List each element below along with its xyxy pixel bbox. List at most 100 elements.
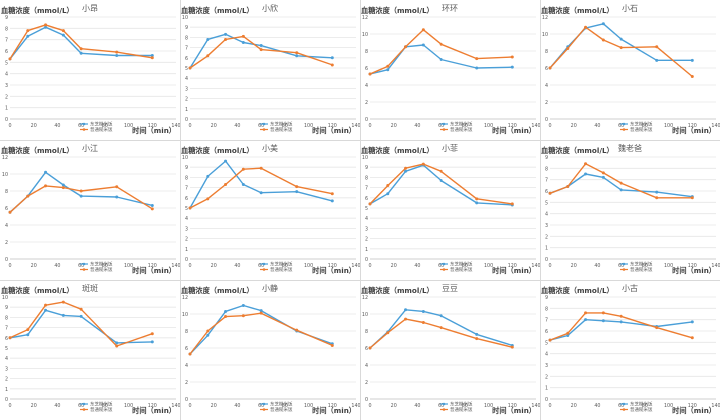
y-tick-label: 5 xyxy=(5,60,8,66)
data-point xyxy=(115,341,119,345)
data-point xyxy=(510,202,514,206)
y-tick-label: 8 xyxy=(365,49,368,55)
y-tick-label: 9 xyxy=(545,295,548,301)
legend-marker xyxy=(442,402,446,406)
data-point xyxy=(404,45,408,49)
y-tick-label: 6 xyxy=(365,196,368,202)
x-axis-label: 时间（min） xyxy=(672,126,716,135)
data-point xyxy=(330,192,334,196)
legend-label: 东芝糙米饭 xyxy=(270,261,293,268)
legend-label: 东芝糙米饭 xyxy=(630,401,653,408)
data-point xyxy=(601,175,605,179)
x-tick-label: 40 xyxy=(594,403,600,409)
data-point xyxy=(115,195,119,199)
data-point xyxy=(44,184,48,188)
legend-marker xyxy=(442,262,446,266)
data-point xyxy=(61,186,65,190)
y-axis-label: 血糖浓度（mmol/L） xyxy=(181,6,254,15)
y-tick-label: 7 xyxy=(185,46,188,52)
y-axis-label: 血糖浓度（mmol/L） xyxy=(541,146,614,155)
data-point xyxy=(61,300,65,304)
x-tick-label: 20 xyxy=(391,263,397,269)
legend-label: 东芝糙米饭 xyxy=(630,121,653,128)
chart-title: 环环 xyxy=(442,4,458,13)
data-point xyxy=(619,181,623,185)
y-tick-label: 6 xyxy=(545,329,548,335)
data-point xyxy=(241,183,245,187)
data-point xyxy=(421,162,425,166)
y-tick-label: 2 xyxy=(545,234,548,240)
data-point xyxy=(259,166,263,170)
legend-label: 东芝糙米饭 xyxy=(270,401,293,408)
data-point xyxy=(655,326,659,330)
y-tick-label: 8 xyxy=(5,315,8,321)
x-tick-label: 100 xyxy=(664,123,673,129)
legend-label: 普通糙米饭 xyxy=(630,406,653,413)
data-point xyxy=(475,66,479,70)
x-tick-label: 80 xyxy=(102,263,108,269)
x-tick-label: 60 xyxy=(438,403,444,409)
data-point xyxy=(330,56,334,60)
y-tick-label: 10 xyxy=(182,155,188,161)
y-tick-label: 3 xyxy=(185,226,188,232)
data-point xyxy=(475,337,479,341)
x-tick-label: 140 xyxy=(351,263,360,269)
legend-marker xyxy=(442,122,446,126)
chart-title: 小昂 xyxy=(82,4,98,13)
y-tick-label: 12 xyxy=(2,155,8,161)
y-tick-label: 10 xyxy=(542,32,548,38)
x-tick-label: 80 xyxy=(102,403,108,409)
y-tick-label: 9 xyxy=(185,25,188,31)
data-point xyxy=(601,22,605,26)
x-tick-label: 0 xyxy=(368,263,371,269)
series-line-1 xyxy=(549,23,693,69)
data-point xyxy=(295,328,299,332)
data-point xyxy=(224,32,228,36)
legend-marker xyxy=(622,122,626,126)
data-point xyxy=(404,308,408,312)
y-tick-label: 0 xyxy=(365,257,368,263)
data-point xyxy=(8,336,12,340)
x-tick-label: 60 xyxy=(78,263,84,269)
x-tick-label: 20 xyxy=(211,403,217,409)
legend-marker xyxy=(622,262,626,266)
y-tick-label: 6 xyxy=(5,49,8,55)
data-point xyxy=(475,332,479,336)
y-tick-label: 2 xyxy=(545,100,548,106)
chart-title: 小美 xyxy=(262,143,278,153)
data-point xyxy=(330,199,334,203)
x-tick-label: 120 xyxy=(688,123,697,129)
data-point xyxy=(421,28,425,32)
y-tick-label: 2 xyxy=(185,237,188,243)
x-tick-label: 140 xyxy=(171,123,180,129)
data-point xyxy=(241,304,245,307)
x-tick-label: 100 xyxy=(124,263,133,269)
y-tick-label: 4 xyxy=(365,363,368,369)
x-tick-label: 40 xyxy=(54,123,60,129)
y-tick-label: 12 xyxy=(362,295,368,301)
data-point xyxy=(548,66,552,70)
x-axis-label: 时间（min） xyxy=(132,406,176,415)
data-point xyxy=(439,169,443,173)
x-tick-label: 40 xyxy=(414,263,420,269)
data-point xyxy=(439,42,443,46)
y-tick-label: 3 xyxy=(185,86,188,92)
x-tick-label: 60 xyxy=(258,123,264,129)
data-point xyxy=(475,57,479,61)
data-point xyxy=(404,317,408,321)
x-tick-label: 40 xyxy=(54,403,60,409)
y-tick-label: 0 xyxy=(5,397,8,403)
data-point xyxy=(386,64,390,68)
data-point xyxy=(655,45,659,49)
data-point xyxy=(79,194,83,198)
y-tick-label: 8 xyxy=(5,189,8,195)
data-point xyxy=(439,178,443,182)
y-tick-label: 8 xyxy=(545,306,548,312)
x-tick-label: 20 xyxy=(391,403,397,409)
y-tick-label: 5 xyxy=(545,340,548,346)
